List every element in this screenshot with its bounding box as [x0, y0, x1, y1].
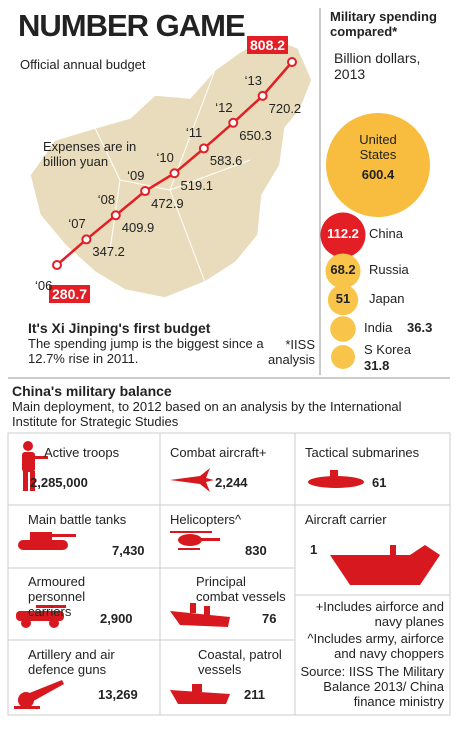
bubble: [331, 345, 355, 369]
icon: [170, 684, 230, 704]
icon: [22, 441, 48, 491]
note-heading: It's Xi Jinping's first budget: [28, 320, 211, 336]
icon: [14, 680, 64, 709]
x-label: ‘13: [244, 72, 262, 88]
note-text: The spending jump is the biggest since a…: [28, 336, 264, 366]
value-label: 472.9: [151, 196, 184, 212]
budget-point: [287, 57, 297, 67]
value-label: 650.3: [239, 127, 272, 143]
bubble-name: United States: [359, 132, 397, 162]
grid-cell: [294, 432, 451, 506]
balance-subtitle: Main deployment, to 2012 based on an ana…: [12, 399, 402, 429]
x-label: ‘06: [35, 278, 53, 293]
x-label: ‘09: [127, 168, 145, 184]
item-value: 830: [245, 543, 267, 558]
bubble-value: 112.2: [327, 226, 359, 241]
icon: [170, 603, 230, 627]
bubble-value: 600.4: [361, 167, 395, 182]
bubble-title: Military spending compared*: [330, 9, 437, 39]
value-label: 583.6: [209, 153, 243, 169]
subtitle: Official annual budget: [20, 57, 146, 72]
footnote: *IISS analysis: [268, 337, 315, 367]
icon: [308, 470, 364, 488]
budget-point: [140, 186, 151, 197]
bubble: [327, 284, 359, 316]
bubble-name: Russia: [369, 262, 409, 277]
balance-note: +Includes airforce and navy planes: [315, 599, 444, 629]
item-label: Principal combat vessels: [196, 574, 286, 604]
bubble-subtitle: Billion dollars, 2013: [334, 50, 421, 83]
bubble-value: 68.2: [330, 262, 356, 277]
value-label: 808.2: [247, 36, 289, 55]
icon: [330, 545, 440, 585]
value-label: 280.7: [49, 285, 91, 304]
item-label: Artillery and air defence guns: [28, 647, 115, 677]
value-label: 519.1: [180, 178, 214, 194]
budget-point: [110, 210, 121, 221]
x-label: ‘10: [156, 150, 174, 166]
item-value: 2,900: [100, 611, 133, 626]
item-value: 7,430: [112, 543, 145, 558]
grid-cell: [294, 594, 451, 716]
bubble: [320, 212, 366, 258]
item-value: 2,244: [215, 475, 248, 490]
budget-point: [169, 168, 180, 179]
x-label: ‘11: [185, 125, 203, 141]
bubble-value: 51: [335, 291, 351, 306]
bubble: [330, 316, 356, 342]
item-value: 2,285,000: [30, 475, 88, 490]
item-label: Combat aircraft+: [170, 445, 267, 460]
bubble-name: China: [369, 226, 403, 241]
x-label: ‘12: [215, 99, 233, 115]
item-label: Tactical submarines: [305, 445, 420, 460]
value-label: 720.2: [268, 100, 302, 116]
budget-point: [198, 143, 209, 154]
bubble-name: S Korea: [364, 342, 411, 357]
item-value: 61: [372, 475, 387, 490]
bubble-name: Japan: [369, 291, 405, 306]
icon: [18, 532, 76, 550]
icon: [16, 605, 66, 628]
balance-note: Source: IISS The Military Balance 2013/ …: [300, 664, 444, 709]
x-label: ‘08: [97, 192, 116, 208]
item-value: 76: [262, 611, 277, 626]
budget-point: [228, 117, 239, 128]
item-value: 1: [310, 542, 318, 557]
x-label: ‘07: [68, 216, 86, 232]
bubble-value: 31.8: [364, 358, 390, 373]
bubble-value: 36.3: [407, 320, 433, 335]
bubble: [326, 113, 430, 217]
icon: [170, 531, 220, 550]
balance-title: China's military balance: [12, 383, 172, 399]
china-map: [29, 35, 313, 299]
annotation: Expenses are in billion yuan: [43, 139, 137, 169]
grid-cell: [159, 432, 296, 506]
budget-point: [81, 234, 92, 245]
item-label: Main battle tanks: [28, 512, 127, 527]
item-label: Active troops: [44, 445, 120, 460]
item-label: Aircraft carrier: [305, 512, 387, 527]
item-value: 211: [244, 687, 265, 702]
value-label: 409.9: [121, 220, 155, 236]
item-value: 13,269: [98, 687, 138, 702]
icon: [170, 468, 214, 492]
item-label: Armoured personnel carriers: [28, 574, 86, 619]
balance-note: ^Includes army, airforce and navy choppe…: [307, 631, 444, 661]
item-label: Helicopters^: [170, 512, 242, 527]
bubble-name: India: [364, 320, 393, 335]
title: NUMBER GAME: [18, 8, 246, 43]
budget-point: [257, 90, 268, 101]
value-label: 347.2: [92, 244, 125, 260]
budget-point: [52, 260, 62, 270]
bubble: [325, 253, 361, 289]
item-label: Coastal, patrol vessels: [198, 647, 282, 677]
